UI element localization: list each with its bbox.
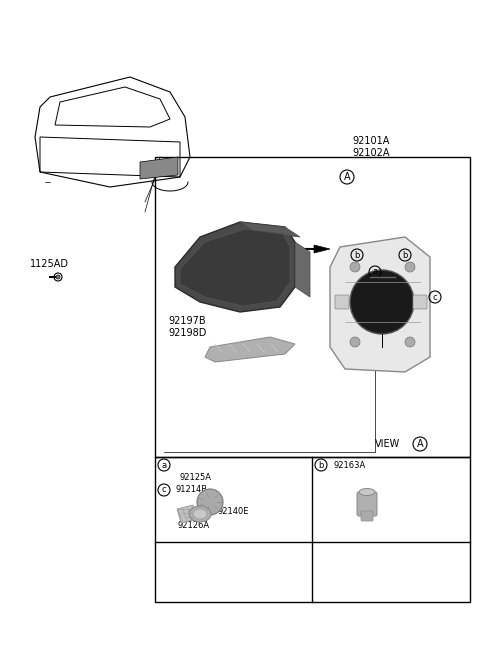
Polygon shape <box>330 237 430 372</box>
Circle shape <box>56 275 60 279</box>
FancyBboxPatch shape <box>413 295 427 309</box>
FancyBboxPatch shape <box>335 295 349 309</box>
Text: 92140E: 92140E <box>218 507 250 516</box>
Text: VIEW: VIEW <box>375 439 400 449</box>
Text: 92197B
92198D: 92197B 92198D <box>168 316 206 338</box>
Text: b: b <box>354 250 360 260</box>
Text: b: b <box>402 250 408 260</box>
FancyBboxPatch shape <box>361 511 373 521</box>
Polygon shape <box>295 242 310 297</box>
Text: a: a <box>372 267 378 277</box>
Circle shape <box>350 262 360 272</box>
Circle shape <box>197 489 223 515</box>
Text: A: A <box>344 172 350 182</box>
Text: 92125A: 92125A <box>179 472 211 482</box>
Polygon shape <box>240 222 300 237</box>
Text: 92163A: 92163A <box>334 461 366 470</box>
Ellipse shape <box>193 509 207 519</box>
Polygon shape <box>177 505 197 523</box>
Polygon shape <box>175 222 295 312</box>
Polygon shape <box>180 229 290 306</box>
Circle shape <box>350 270 414 334</box>
Polygon shape <box>205 337 295 362</box>
Text: 92101A
92102A: 92101A 92102A <box>352 136 389 158</box>
Ellipse shape <box>189 506 211 522</box>
Polygon shape <box>140 157 178 179</box>
Circle shape <box>350 337 360 347</box>
Text: a: a <box>161 461 167 470</box>
Text: 92126A: 92126A <box>177 520 209 530</box>
Text: 91214B: 91214B <box>175 486 207 495</box>
Polygon shape <box>314 245 330 253</box>
Circle shape <box>405 262 415 272</box>
Ellipse shape <box>359 489 375 495</box>
Text: A: A <box>417 439 423 449</box>
Text: 1125AD: 1125AD <box>30 259 69 269</box>
Circle shape <box>405 337 415 347</box>
FancyBboxPatch shape <box>357 492 377 516</box>
Text: c: c <box>432 292 437 302</box>
Text: b: b <box>318 461 324 470</box>
Text: c: c <box>162 486 166 495</box>
